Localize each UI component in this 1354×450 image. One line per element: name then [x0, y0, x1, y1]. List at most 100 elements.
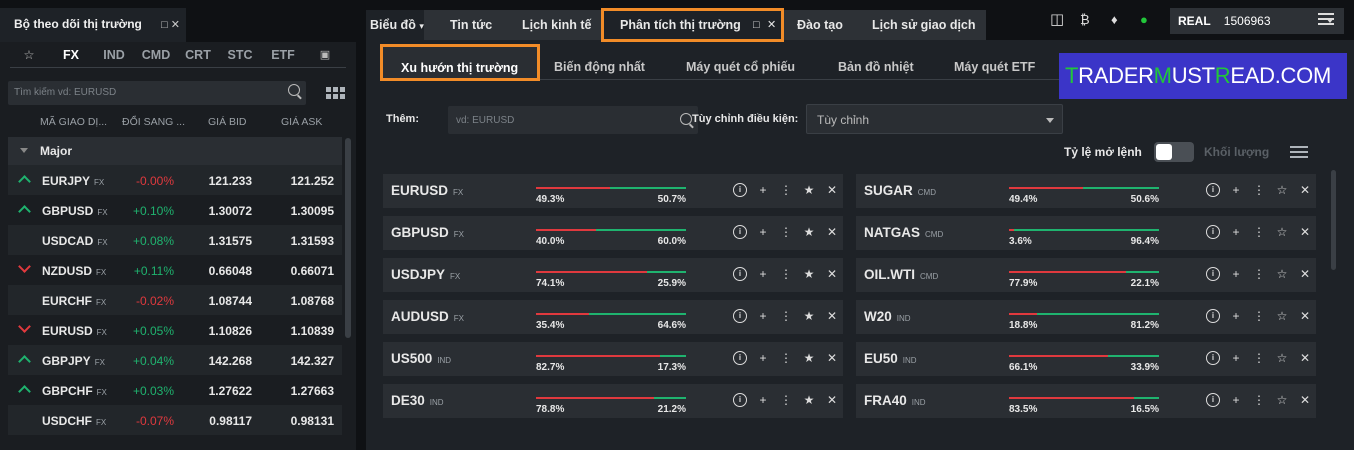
sentiment-card[interactable]: EU50 IND 66.1% 33.9% i + ⋮ ☆ ✕: [856, 342, 1316, 376]
info-icon[interactable]: i: [733, 351, 747, 365]
layout-icon[interactable]: ◫: [1050, 11, 1065, 28]
watchlist-row[interactable]: EURCHF FX -0.02% 1.08744 1.08768: [8, 285, 342, 315]
col-change[interactable]: ĐỔI SANG ...: [122, 116, 186, 128]
candlestick-icon[interactable]: ⋮: [1253, 183, 1265, 197]
row-ask[interactable]: 1.31593: [290, 234, 334, 248]
sentiment-card[interactable]: EURUSD FX 49.3% 50.7% i + ⋮ ★ ✕: [383, 174, 843, 208]
close-icon[interactable]: ✕: [826, 183, 838, 197]
sentiment-card[interactable]: FRA40 IND 83.5% 16.5% i + ⋮ ☆ ✕: [856, 384, 1316, 418]
watchlist-row[interactable]: GBPUSD FX +0.10% 1.30072 1.30095: [8, 195, 342, 225]
add-icon[interactable]: +: [759, 309, 767, 323]
candlestick-icon[interactable]: ⋮: [780, 183, 792, 197]
close-icon[interactable]: ✕: [170, 19, 180, 31]
info-icon[interactable]: i: [733, 393, 747, 407]
star-icon[interactable]: ☆: [1276, 393, 1288, 407]
add-icon[interactable]: +: [759, 267, 767, 281]
candlestick-icon[interactable]: ⋮: [780, 267, 792, 281]
add-icon[interactable]: +: [759, 351, 767, 365]
watchlist-tab[interactable]: Bộ theo dõi thị trường □ ✕: [0, 8, 186, 42]
maximize-icon[interactable]: □: [753, 19, 760, 31]
price-alert-icon[interactable]: ₿: [1080, 12, 1090, 27]
search-icon[interactable]: [288, 84, 300, 96]
close-icon[interactable]: ✕: [1299, 393, 1311, 407]
star-icon[interactable]: ☆: [1276, 309, 1288, 323]
hamburger-menu-icon[interactable]: [1318, 13, 1334, 26]
watchlist-row[interactable]: GBPCHF FX +0.03% 1.27622 1.27663: [8, 375, 342, 405]
add-symbol-input[interactable]: vd: EURUSD: [448, 106, 698, 134]
candlestick-icon[interactable]: ⋮: [1253, 225, 1265, 239]
star-icon[interactable]: ☆: [1276, 351, 1288, 365]
info-icon[interactable]: i: [1206, 225, 1220, 239]
row-ask[interactable]: 0.98131: [290, 414, 334, 428]
col-symbol[interactable]: MÃ GIAO DỊ...: [40, 116, 108, 128]
watchlist-scrollbar[interactable]: [345, 138, 351, 338]
info-icon[interactable]: i: [733, 183, 747, 197]
watchlist-row[interactable]: USDCAD FX +0.08% 1.31575 1.31593: [8, 225, 342, 255]
subtab-stock-scanner[interactable]: Máy quét cổ phiếu: [686, 60, 796, 74]
close-icon[interactable]: ✕: [1299, 351, 1311, 365]
sentiment-card[interactable]: NATGAS CMD 3.6% 96.4% i + ⋮ ☆ ✕: [856, 216, 1316, 250]
row-ask[interactable]: 0.66071: [290, 264, 334, 278]
tab-stc[interactable]: STC: [227, 47, 253, 62]
sentiment-card[interactable]: DE30 IND 78.8% 21.2% i + ⋮ ★ ✕: [383, 384, 843, 418]
tab-etf[interactable]: ETF: [271, 47, 295, 62]
add-icon[interactable]: +: [1232, 309, 1240, 323]
row-bid[interactable]: 142.268: [208, 354, 252, 368]
grid-view-icon[interactable]: [326, 87, 346, 101]
candlestick-icon[interactable]: ⋮: [780, 393, 792, 407]
add-icon[interactable]: +: [1232, 183, 1240, 197]
row-ask[interactable]: 1.27663: [290, 384, 334, 398]
info-icon[interactable]: i: [1206, 309, 1220, 323]
row-ask[interactable]: 121.252: [290, 174, 334, 188]
tab-cmd[interactable]: CMD: [141, 47, 171, 62]
info-icon[interactable]: i: [1206, 351, 1220, 365]
row-bid[interactable]: 1.10826: [208, 324, 252, 338]
star-icon[interactable]: ☆: [1276, 225, 1288, 239]
add-icon[interactable]: +: [1232, 225, 1240, 239]
close-icon[interactable]: ✕: [826, 393, 838, 407]
tab-fx[interactable]: FX: [63, 47, 79, 62]
watchlist-row[interactable]: USDCHF FX -0.07% 0.98117 0.98131: [8, 405, 342, 435]
add-icon[interactable]: +: [1232, 393, 1240, 407]
close-icon[interactable]: ✕: [826, 267, 838, 281]
close-icon[interactable]: ✕: [826, 225, 838, 239]
close-icon[interactable]: ✕: [767, 19, 777, 31]
close-icon[interactable]: ✕: [1299, 225, 1311, 239]
sentiment-card[interactable]: OIL.WTI CMD 77.9% 22.1% i + ⋮ ☆ ✕: [856, 258, 1316, 292]
add-icon[interactable]: +: [759, 183, 767, 197]
row-bid[interactable]: 1.31575: [208, 234, 252, 248]
basket-icon[interactable]: ▣: [319, 49, 331, 61]
info-icon[interactable]: i: [733, 309, 747, 323]
tab-news[interactable]: Tin tức: [450, 18, 493, 32]
close-icon[interactable]: ✕: [826, 309, 838, 323]
tab-crt[interactable]: CRT: [185, 47, 211, 62]
search-icon[interactable]: [680, 113, 692, 125]
row-ask[interactable]: 1.10839: [290, 324, 334, 338]
group-major[interactable]: Major: [8, 137, 342, 165]
account-selector[interactable]: REAL 1506963: [1170, 8, 1344, 34]
row-bid[interactable]: 1.30072: [208, 204, 252, 218]
star-icon[interactable]: ★: [803, 309, 815, 323]
row-bid[interactable]: 121.233: [208, 174, 252, 188]
sentiment-card[interactable]: SUGAR CMD 49.4% 50.6% i + ⋮ ☆ ✕: [856, 174, 1316, 208]
subtab-heatmap[interactable]: Bản đồ nhiệt: [838, 60, 914, 74]
candlestick-icon[interactable]: ⋮: [1253, 309, 1265, 323]
candlestick-icon[interactable]: ⋮: [780, 225, 792, 239]
candlestick-icon[interactable]: ⋮: [780, 309, 792, 323]
row-bid[interactable]: 0.98117: [209, 414, 252, 428]
sentiment-card[interactable]: AUDUSD FX 35.4% 64.6% i + ⋮ ★ ✕: [383, 300, 843, 334]
info-icon[interactable]: i: [1206, 183, 1220, 197]
info-icon[interactable]: i: [733, 225, 747, 239]
col-bid[interactable]: GIÁ BID: [208, 116, 247, 128]
sentiment-card[interactable]: USDJPY FX 74.1% 25.9% i + ⋮ ★ ✕: [383, 258, 843, 292]
list-menu-icon[interactable]: [1290, 146, 1308, 158]
ratio-volume-toggle[interactable]: [1154, 142, 1194, 162]
star-icon[interactable]: ☆: [1276, 183, 1288, 197]
close-icon[interactable]: ✕: [1299, 183, 1311, 197]
watchlist-row[interactable]: GBPJPY FX +0.04% 142.268 142.327: [8, 345, 342, 375]
sentiment-card[interactable]: W20 IND 18.8% 81.2% i + ⋮ ☆ ✕: [856, 300, 1316, 334]
watchlist-row[interactable]: EURUSD FX +0.05% 1.10826 1.10839: [8, 315, 342, 345]
row-ask[interactable]: 1.30095: [290, 204, 334, 218]
subtab-top-movers[interactable]: Biến động nhất: [554, 60, 645, 74]
row-ask[interactable]: 1.08768: [290, 294, 334, 308]
